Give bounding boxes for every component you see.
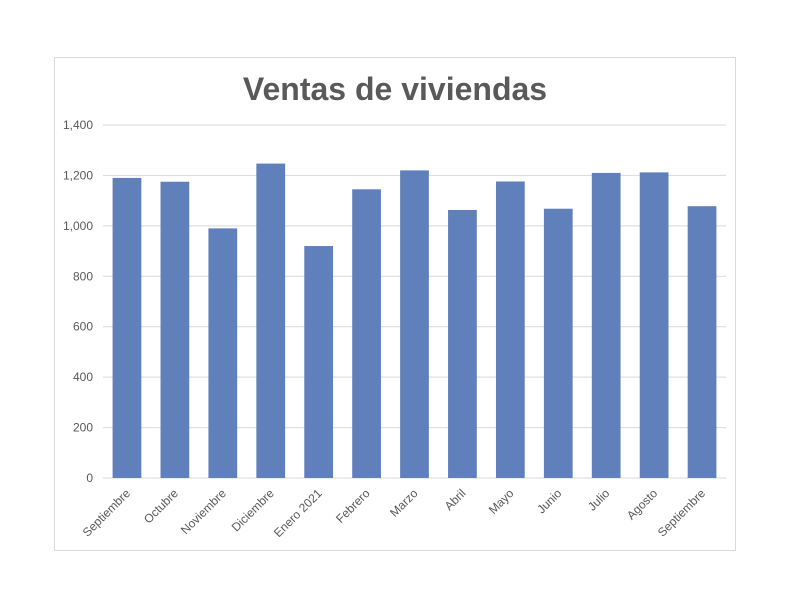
bar <box>448 209 477 478</box>
bar <box>687 206 717 478</box>
bar <box>639 172 669 478</box>
bar <box>591 172 621 478</box>
y-tick-label: 1,400 <box>63 118 93 132</box>
x-tick-label: Noviembre <box>178 486 229 537</box>
x-tick-label: Febrero <box>333 486 373 526</box>
y-tick-label: 1,000 <box>63 219 93 233</box>
x-tick-label: Enero 2021 <box>271 486 325 540</box>
y-tick-label: 200 <box>73 421 93 435</box>
x-tick-label: Octubre <box>141 486 181 526</box>
bar <box>543 208 573 478</box>
x-tick-label: Julio <box>585 486 613 514</box>
x-tick-label: Septiembre <box>655 486 709 540</box>
x-tick-label: Junio <box>534 486 564 516</box>
chart-frame: Ventas de viviendas 0 200 400 600 800 1,000 1,… <box>54 57 736 551</box>
x-tick-label: Marzo <box>387 486 421 520</box>
bar <box>304 246 334 478</box>
x-tick-label: Diciembre <box>229 486 277 534</box>
bar <box>160 181 190 478</box>
bar <box>352 189 381 478</box>
x-tick-label: Mayo <box>486 486 517 517</box>
y-tick-label: 0 <box>86 471 93 485</box>
y-tick-label: 400 <box>73 370 93 384</box>
bar <box>400 170 429 478</box>
x-tick-label: Agosto <box>624 486 661 523</box>
y-tick-label: 1,200 <box>63 168 93 182</box>
y-tick-label: 600 <box>73 320 93 334</box>
x-tick-label: Septiembre <box>80 486 134 540</box>
x-tick-label: Abril <box>442 486 469 513</box>
bar <box>495 181 525 478</box>
bar <box>112 177 142 478</box>
bar <box>256 163 286 478</box>
bar <box>208 228 238 478</box>
y-tick-label: 800 <box>73 269 93 283</box>
chart-title: Ventas de viviendas <box>242 71 548 107</box>
